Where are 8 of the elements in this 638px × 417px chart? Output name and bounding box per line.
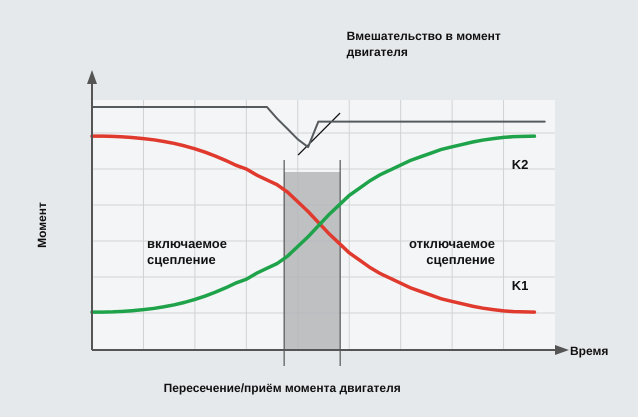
y-axis-title: Момент — [35, 202, 49, 248]
x-axis-title: Время — [570, 344, 608, 358]
series-label: K2 — [512, 157, 528, 172]
annotation: отключаемое сцепление — [409, 236, 495, 267]
text: Пересечение/приём момента двигателя — [164, 381, 401, 395]
series-label: K1 — [512, 278, 528, 294]
text: Вмешательство в момент двигателя — [346, 29, 501, 59]
annotation: включаемое сцепление — [147, 236, 227, 267]
